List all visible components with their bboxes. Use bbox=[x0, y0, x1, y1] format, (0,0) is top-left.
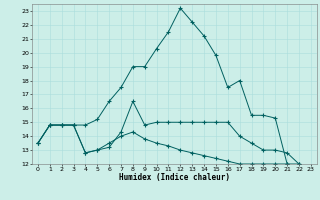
X-axis label: Humidex (Indice chaleur): Humidex (Indice chaleur) bbox=[119, 173, 230, 182]
